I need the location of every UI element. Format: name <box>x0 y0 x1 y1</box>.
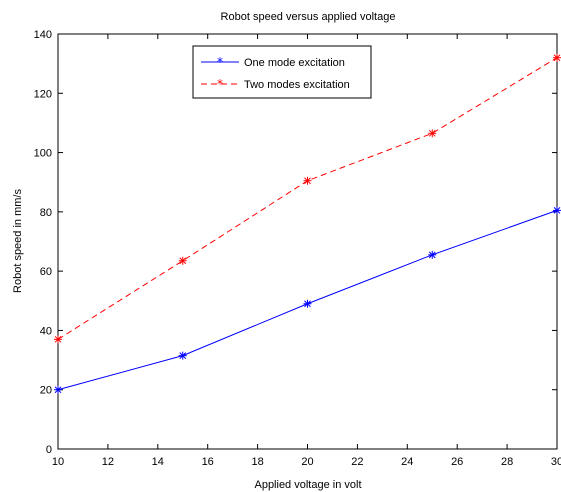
y-tick-label: 140 <box>34 29 52 41</box>
axis-ticks: 10 12 14 16 18 20 22 24 26 28 30 0 20 40 60 80 100 120 140 <box>34 29 561 468</box>
x-tick-label: 16 <box>202 456 214 468</box>
series-group <box>54 53 561 394</box>
x-tick-label: 18 <box>251 456 263 468</box>
x-tick-label: 12 <box>102 456 114 468</box>
legend-label-one-mode: One mode excitation <box>244 57 345 69</box>
data-point-marker <box>54 385 62 394</box>
y-tick-label: 60 <box>40 266 52 278</box>
x-tick-label: 14 <box>152 456 164 468</box>
plot-area <box>57 33 558 450</box>
data-point-marker <box>428 129 437 138</box>
x-tick-label: 10 <box>52 456 64 468</box>
legend-marker-two-modes: * <box>217 77 223 91</box>
x-tick-label: 28 <box>501 456 513 468</box>
chart-title: Robot speed versus applied voltage <box>221 11 396 23</box>
data-point-marker <box>553 206 561 215</box>
y-tick-label: 80 <box>40 207 52 219</box>
data-point-marker <box>428 250 437 259</box>
data-point-marker <box>553 53 561 62</box>
data-point-marker <box>303 176 312 185</box>
y-tick-label: 20 <box>40 385 52 397</box>
y-tick-label: 120 <box>34 88 52 100</box>
x-tick-label: 20 <box>301 456 313 468</box>
x-tick-label: 22 <box>351 456 363 468</box>
x-axis-label: Applied voltage in volt <box>254 479 361 491</box>
legend: * One mode excitation * Two modes excita… <box>192 45 372 99</box>
y-tick-label: 100 <box>34 148 52 160</box>
data-point-marker <box>303 299 312 308</box>
data-point-marker <box>54 335 62 344</box>
y-axis-label: Robot speed in mm/s <box>12 189 24 293</box>
legend-label-two-modes: Two modes excitation <box>244 79 350 91</box>
x-tick-label: 26 <box>451 456 463 468</box>
legend-marker-one-mode: * <box>217 55 223 69</box>
x-tick-label: 30 <box>551 456 561 468</box>
y-tick-label: 0 <box>46 444 52 456</box>
y-tick-label: 40 <box>40 325 52 337</box>
legend-box <box>192 45 372 99</box>
data-point-marker <box>178 351 187 360</box>
data-point-marker <box>178 256 187 265</box>
x-tick-label: 24 <box>401 456 413 468</box>
